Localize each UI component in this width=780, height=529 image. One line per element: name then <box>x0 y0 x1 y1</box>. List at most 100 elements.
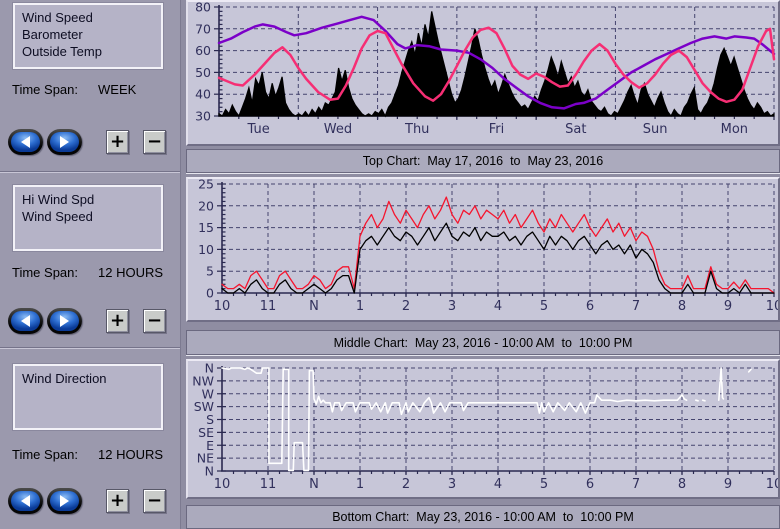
svg-text:10: 10 <box>198 242 214 257</box>
top-chart-controls: Wind Speed Barometer Outside Temp Time S… <box>0 3 180 171</box>
left-arrow-icon <box>11 491 40 511</box>
svg-text:NW: NW <box>192 373 214 388</box>
time-span-label: Time Span: <box>12 82 78 97</box>
bottom-chart-caption-text: Bottom Chart: May 23, 2016 - 10:00 AM to… <box>332 510 634 524</box>
svg-text:3: 3 <box>448 299 456 314</box>
time-span-row: Time Span: 12 HOURS <box>12 265 180 280</box>
bottom-chart-panel: NNWWSWSSEENEN1011N12345678910 <box>186 359 780 499</box>
sidebar: Wind Speed Barometer Outside Temp Time S… <box>0 0 181 529</box>
scroll-forward-button[interactable] <box>47 308 82 334</box>
svg-text:N: N <box>309 477 319 492</box>
svg-text:1: 1 <box>356 477 364 492</box>
top-chart: 30 40 50 60 70 80 Tue Wed Thu Fri Sat Sun Mon <box>195 2 776 137</box>
svg-text:7: 7 <box>632 299 640 314</box>
legend-item[interactable]: Outside Temp <box>22 44 102 59</box>
right-arrow-icon <box>50 491 79 511</box>
time-span-row: Time Span: WEEK <box>12 82 180 97</box>
svg-text:70: 70 <box>195 21 211 36</box>
bottom-chart-legend-box[interactable]: Wind Direction <box>13 364 163 430</box>
svg-text:2: 2 <box>402 477 410 492</box>
middle-chart: 0 5 10 15 20 25 10 11 N 1 2 3 4 5 6 7 8 9 10 <box>198 179 778 314</box>
svg-text:60: 60 <box>195 43 211 58</box>
svg-text:E: E <box>206 438 214 453</box>
svg-text:N: N <box>309 299 319 314</box>
middle-chart-controls: Hi Wind Spd Wind Speed Time Span: 12 HOU… <box>0 171 180 347</box>
zoom-out-button[interactable]: − <box>143 489 166 513</box>
scroll-forward-button[interactable] <box>47 488 82 514</box>
svg-text:8: 8 <box>678 477 686 492</box>
svg-text:50: 50 <box>195 65 211 80</box>
middle-chart-caption-text: Middle Chart: May 23, 2016 - 10:00 AM to… <box>333 335 633 350</box>
time-span-value: 12 HOURS <box>98 447 164 462</box>
svg-text:7: 7 <box>632 477 640 492</box>
scroll-back-button[interactable] <box>8 488 43 514</box>
legend-item[interactable]: Wind Speed <box>22 10 93 25</box>
bottom-chart-controls: Wind Direction Time Span: 12 HOURS + − <box>0 347 180 529</box>
legend-item[interactable]: Wind Speed <box>22 209 93 224</box>
top-chart-legend-box[interactable]: Wind Speed Barometer Outside Temp <box>13 3 163 69</box>
right-arrow-icon <box>50 132 79 152</box>
svg-text:10: 10 <box>214 299 231 314</box>
svg-text:6: 6 <box>586 299 594 314</box>
top-chart-button-row: + − <box>8 129 166 155</box>
legend-item[interactable]: Hi Wind Spd <box>22 192 95 207</box>
scroll-back-button[interactable] <box>8 129 43 155</box>
svg-text:40: 40 <box>195 87 211 102</box>
top-chart-panel: 30 40 50 60 70 80 Tue Wed Thu Fri Sat Sun Mon <box>186 0 780 146</box>
svg-text:10: 10 <box>214 477 231 492</box>
legend-item[interactable]: Barometer <box>22 27 83 42</box>
zoom-in-button[interactable]: + <box>106 309 129 333</box>
svg-text:80: 80 <box>195 2 211 15</box>
svg-text:10: 10 <box>766 299 778 314</box>
time-span-value: 12 HOURS <box>98 265 164 280</box>
zoom-in-button[interactable]: + <box>106 489 129 513</box>
svg-text:1: 1 <box>356 299 364 314</box>
svg-text:SW: SW <box>194 399 214 414</box>
time-span-row: Time Span: 12 HOURS <box>12 447 180 462</box>
svg-text:5: 5 <box>540 477 548 492</box>
middle-chart-panel: 0 5 10 15 20 25 10 11 N 1 2 3 4 5 6 7 8 9 10 <box>186 177 780 322</box>
svg-text:30: 30 <box>195 109 211 124</box>
time-span-value: WEEK <box>98 82 137 97</box>
svg-text:N: N <box>205 361 214 376</box>
svg-text:S: S <box>206 412 214 427</box>
scroll-forward-button[interactable] <box>47 129 82 155</box>
svg-text:9: 9 <box>724 299 732 314</box>
svg-text:W: W <box>202 386 214 401</box>
middle-chart-button-row: + − <box>8 308 166 334</box>
svg-text:NE: NE <box>197 451 214 466</box>
left-arrow-icon <box>11 132 40 152</box>
svg-text:N: N <box>205 464 214 479</box>
legend-item[interactable]: Wind Direction <box>22 371 107 386</box>
zoom-in-button[interactable]: + <box>106 130 129 154</box>
bottom-chart-caption: Bottom Chart: May 23, 2016 - 10:00 AM to… <box>186 505 780 529</box>
svg-text:0: 0 <box>206 286 214 301</box>
svg-text:SE: SE <box>198 425 214 440</box>
svg-text:10: 10 <box>766 477 778 492</box>
top-chart-caption-text: Top Chart: May 17, 2016 to May 23, 2016 <box>362 154 604 168</box>
svg-text:11: 11 <box>260 477 277 492</box>
svg-text:2: 2 <box>402 299 410 314</box>
bottom-chart: NNWWSWSSEENEN1011N12345678910 <box>192 361 778 492</box>
svg-text:15: 15 <box>198 220 214 235</box>
svg-text:Tue: Tue <box>247 122 270 137</box>
zoom-out-button[interactable]: − <box>143 130 166 154</box>
svg-text:Thu: Thu <box>404 122 429 137</box>
svg-text:Sun: Sun <box>643 122 668 137</box>
svg-text:25: 25 <box>198 179 214 192</box>
svg-text:9: 9 <box>724 477 732 492</box>
zoom-out-button[interactable]: − <box>143 309 166 333</box>
svg-text:5: 5 <box>540 299 548 314</box>
svg-text:Wed: Wed <box>324 122 352 137</box>
svg-text:Fri: Fri <box>489 122 505 137</box>
time-span-label: Time Span: <box>12 265 78 280</box>
svg-text:5: 5 <box>206 264 214 279</box>
middle-chart-legend-box[interactable]: Hi Wind Spd Wind Speed <box>13 185 163 251</box>
svg-text:Mon: Mon <box>721 122 748 137</box>
scroll-back-button[interactable] <box>8 308 43 334</box>
svg-text:4: 4 <box>494 477 502 492</box>
svg-text:8: 8 <box>678 299 686 314</box>
svg-text:3: 3 <box>448 477 456 492</box>
svg-text:Sat: Sat <box>565 122 586 137</box>
